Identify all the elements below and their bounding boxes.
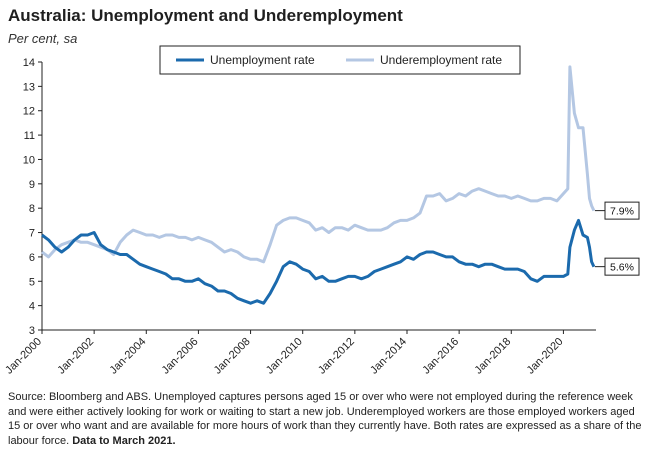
chart-axes: 3 4 5 6 7 8 9 10 11 12 13 14 Jan-2000 Jan-2002 Jan-200… [3,57,596,377]
x-tick-label: Jan-2016 [420,336,461,377]
end-value-box [604,257,640,276]
y-tick-label: 9 [29,179,35,191]
chart-title: Australia: Unemployment and Underemploym… [8,6,403,25]
chart-subtitle: Per cent, sa [8,31,78,46]
y-tick-label: 10 [23,154,35,166]
x-tick-label: Jan-2000 [3,336,44,377]
x-tick-label: Jan-2014 [368,336,409,377]
x-tick-label: Jan-2012 [316,336,357,377]
source-text: Source: Bloomberg and ABS. Unemployed ca… [8,391,642,447]
x-tick-label: Jan-2006 [160,336,201,377]
chart-legend: Unemployment rate Underemployment rate [159,45,521,75]
y-tick-label: 14 [23,57,35,69]
x-tick-label: Jan-2020 [525,336,566,377]
legend-label-unemployment: Unemployment rate [210,53,315,67]
underemployment-rate-line [41,65,596,264]
source-data-date: Data to March 2021. [72,434,176,447]
legend-label-underemployment: Underemployment rate [380,53,502,67]
unemployment-end-value-label: 5.6% [610,262,634,274]
y-tick-label: 6 [29,252,35,264]
x-tick-label: Jan-2004 [107,336,148,377]
y-tick-label: 12 [23,106,35,118]
y-tick-label: 4 [29,301,35,313]
underemployment-end-value-label: 7.9% [610,206,634,218]
x-tick-label: Jan-2010 [264,336,305,377]
x-tick-label: Jan-2008 [212,336,253,377]
end-value-box [604,201,640,220]
y-tick-label: 13 [23,81,35,93]
x-tick-label: Jan-2002 [55,336,96,377]
source-note: Source: Bloomberg and ABS. Unemployed ca… [8,390,644,448]
unemployment-rate-line [41,218,596,305]
x-tick-label: Jan-2018 [472,336,513,377]
y-tick-label: 7 [29,228,35,240]
series-layer: 5.6% 7.9% [41,65,640,305]
y-tick-label: 5 [29,276,35,288]
y-tick-label: 3 [29,325,35,337]
y-tick-label: 8 [29,203,35,215]
y-tick-label: 11 [24,130,35,142]
legend-box [159,45,521,75]
